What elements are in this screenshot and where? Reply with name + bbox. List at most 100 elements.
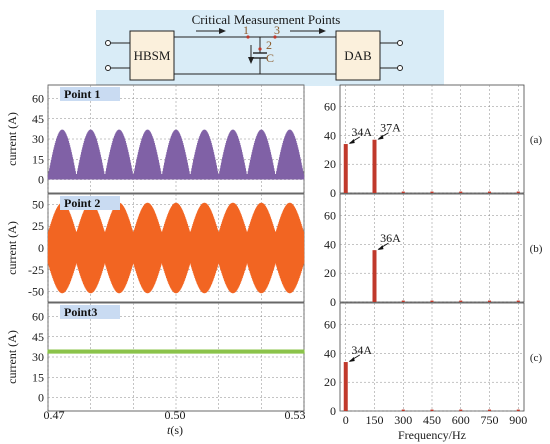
hbsm-block	[129, 30, 175, 81]
y-tick-label: 60	[324, 100, 336, 114]
y-tick-label: 20	[324, 375, 336, 389]
y-tick-label: 15	[32, 152, 44, 166]
y-tick-label: -50	[28, 285, 44, 299]
arrowhead-icon	[348, 139, 355, 145]
point-badge-label: Point 1	[64, 87, 100, 101]
y-tick-label: 60	[324, 209, 336, 223]
spectrum-panel: 0 20 40 60 34A 37A (a)	[324, 84, 543, 200]
point-badge-label: Point3	[64, 305, 97, 319]
arrowhead-icon	[219, 28, 226, 34]
x-tick-label: 300	[394, 413, 412, 427]
spectrum-bar	[516, 191, 520, 193]
point-3-label: 3	[274, 23, 280, 37]
spectrum-bar	[459, 191, 463, 193]
x-tick-label: 0	[343, 413, 349, 427]
y-axis-label: current (A)	[5, 112, 19, 166]
time-axis-label-symbol: t	[167, 423, 171, 437]
measurement-dot-icon	[246, 35, 250, 39]
point-badge	[60, 196, 120, 210]
x-tick-label: 450	[423, 413, 441, 427]
panel-caption: (a)	[530, 134, 543, 146]
point-1-label: 1	[243, 23, 249, 37]
x-tick-label: 900	[509, 413, 527, 427]
y-tick-label: 0	[330, 295, 336, 309]
time-panel: 0 15 30 45 60 current (A) Point 1	[5, 84, 305, 194]
y-axis-label: current (A)	[5, 221, 19, 275]
y-tick-label: 60	[32, 310, 44, 324]
spectrum-bar	[401, 300, 405, 302]
spectrum-bar	[516, 409, 520, 411]
spectrum-bar	[430, 191, 434, 193]
y-tick-label: 0	[38, 241, 44, 255]
y-tick-label: 20	[324, 266, 336, 280]
spectrum-bar	[430, 300, 434, 302]
arrowhead-icon	[248, 57, 254, 64]
y-tick-label: 40	[324, 128, 336, 142]
spectrum-bar	[488, 409, 491, 411]
waveform-trace	[47, 349, 305, 354]
y-axis-label: current (A)	[5, 330, 19, 384]
time-axis-label-unit: (s)	[170, 423, 183, 437]
measurement-dot-icon	[258, 47, 262, 51]
panel-caption: (c)	[530, 352, 543, 364]
terminal-icon	[397, 65, 403, 71]
time-axis-label: t(s)	[167, 423, 183, 437]
diagram-title: Critical Measurement Points	[192, 12, 341, 27]
x-axis-label: Frequency/Hz	[398, 428, 466, 442]
arrowhead-icon	[377, 245, 384, 251]
terminal-icon	[105, 40, 111, 46]
waveform-trace	[47, 129, 305, 180]
arrowhead-icon	[319, 28, 326, 34]
point-badge-label: Point 2	[64, 196, 100, 210]
y-tick-label: 40	[324, 237, 336, 251]
panel-caption: (b)	[530, 243, 543, 255]
y-tick-label: 0	[330, 404, 336, 418]
spectrum-bar	[488, 191, 491, 193]
point-badge	[60, 305, 120, 319]
data-label: 34A	[351, 125, 372, 139]
data-label: 37A	[380, 121, 401, 135]
spectrum-bar	[343, 362, 348, 411]
spectrum-bar	[430, 409, 434, 411]
spectrum-bar	[459, 409, 463, 411]
spectrum-panel: 0 20 40 60 36A (b)	[324, 193, 543, 309]
spectrum-bar	[372, 139, 377, 193]
y-tick-label: 25	[32, 219, 44, 233]
x-tick-label: 150	[366, 413, 384, 427]
y-tick-label: 0	[38, 391, 44, 405]
x-tick-label: 750	[481, 413, 499, 427]
y-tick-label: 60	[32, 92, 44, 106]
y-tick-label: 0	[38, 173, 44, 187]
point-badge	[60, 87, 120, 101]
point-2-label: 2	[266, 38, 272, 52]
dab-block	[335, 30, 381, 81]
y-tick-label: 40	[324, 346, 336, 360]
spectrum-bar	[372, 250, 377, 302]
circuit-diagram: Critical Measurement Points HBSM 1 3 2 C…	[96, 10, 444, 86]
dab-label: DAB	[344, 48, 372, 63]
y-tick-label: 50	[32, 197, 44, 211]
hbsm-label: HBSM	[134, 48, 171, 63]
time-panel: -50 -25 0 25 50 current (A) Point 2	[5, 193, 305, 303]
spectrum-panel: 0 20 40 60 34A (c) 0 150 300 450 600 750 900 Frequenc…	[324, 302, 543, 442]
arrowhead-icon	[348, 357, 355, 363]
y-tick-label: 30	[32, 132, 44, 146]
spectrum-bar	[401, 409, 405, 411]
arrowhead-icon	[377, 134, 384, 140]
y-tick-label: 20	[324, 157, 336, 171]
y-tick-label: 45	[32, 330, 44, 344]
spectrum-bar	[488, 300, 491, 302]
waveform-trace	[47, 202, 305, 294]
spectrum-bar	[516, 300, 520, 302]
capacitor-label: C	[266, 51, 274, 65]
x-tick-label: 600	[452, 413, 470, 427]
y-tick-label: -25	[28, 263, 44, 277]
time-axis: 0.47 0.50 0.53 t(s)	[44, 408, 306, 437]
data-label: 34A	[351, 343, 372, 357]
terminal-icon	[397, 40, 403, 46]
spectrum-bar	[459, 300, 463, 302]
y-tick-label: 15	[32, 370, 44, 384]
y-tick-label: 60	[324, 318, 336, 332]
y-tick-label: 45	[32, 112, 44, 126]
data-label: 36A	[380, 231, 401, 245]
